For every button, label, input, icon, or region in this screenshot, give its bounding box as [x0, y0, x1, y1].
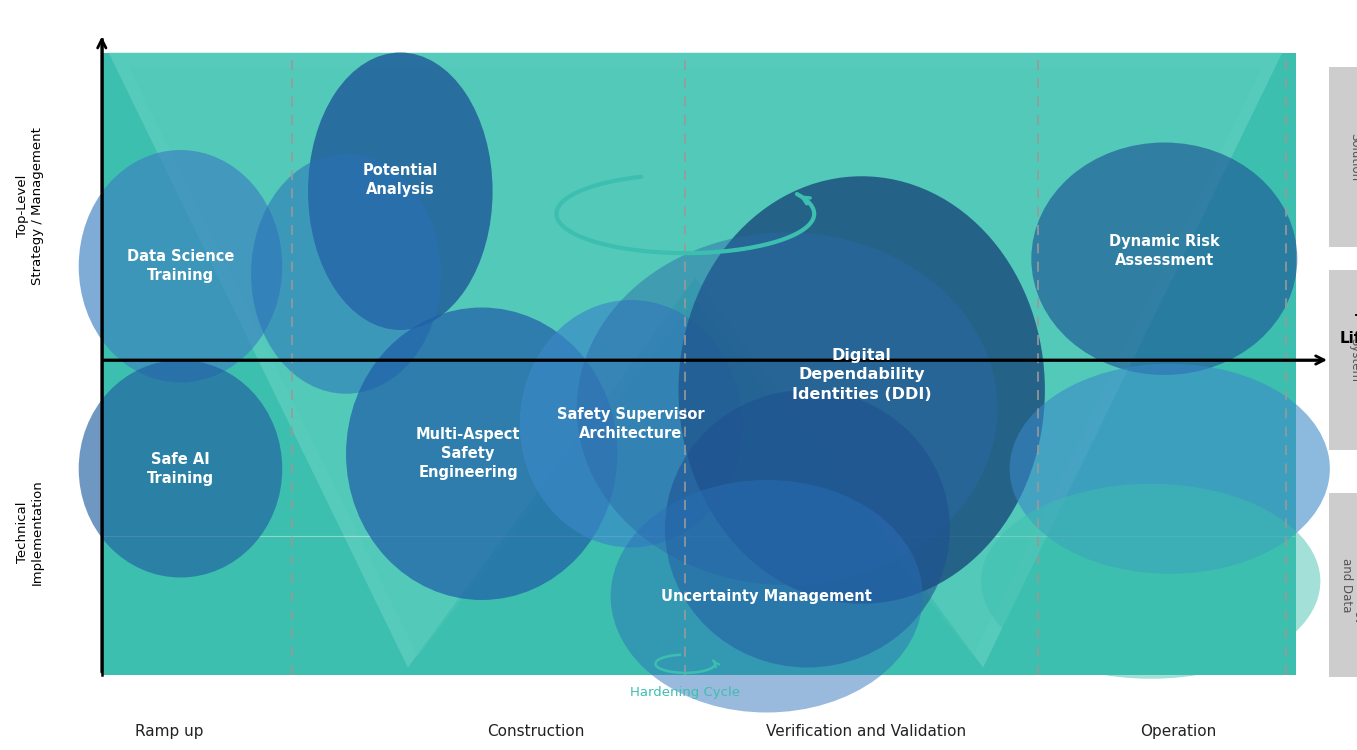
- Text: Hardening Cycle: Hardening Cycle: [630, 686, 741, 699]
- Text: Potential
Analysis: Potential Analysis: [362, 163, 438, 197]
- Text: Safe AI
Training: Safe AI Training: [147, 452, 214, 486]
- Ellipse shape: [678, 176, 1045, 604]
- Text: Data Science
Training: Data Science Training: [126, 249, 235, 284]
- Text: Multi-Aspect
Safety
Engineering: Multi-Aspect Safety Engineering: [415, 427, 521, 481]
- Ellipse shape: [1031, 142, 1297, 375]
- Text: Technical
Implementation: Technical Implementation: [16, 480, 43, 586]
- Text: Operation: Operation: [1140, 724, 1216, 739]
- Ellipse shape: [79, 360, 282, 578]
- Ellipse shape: [308, 53, 493, 330]
- Ellipse shape: [251, 154, 441, 394]
- Text: System: System: [1348, 338, 1357, 382]
- Text: Ramp up: Ramp up: [136, 724, 204, 739]
- Text: Dynamic Risk
Assessment: Dynamic Risk Assessment: [1109, 234, 1220, 268]
- Bar: [102, 53, 1296, 675]
- Text: Safety Supervisor
Architecture: Safety Supervisor Architecture: [558, 406, 704, 441]
- Ellipse shape: [346, 308, 617, 600]
- Ellipse shape: [981, 484, 1320, 679]
- Text: Time /
Life-Cycle: Time / Life-Cycle: [1339, 314, 1357, 346]
- Text: Top-Level
Strategy / Management: Top-Level Strategy / Management: [16, 128, 43, 285]
- Ellipse shape: [1010, 364, 1330, 574]
- Text: AI Technology
and Data: AI Technology and Data: [1341, 544, 1357, 626]
- Bar: [1329, 68, 1357, 248]
- Text: Digital
Dependability
Identities (DDI): Digital Dependability Identities (DDI): [792, 348, 931, 402]
- Bar: [1329, 494, 1357, 676]
- Bar: [1329, 270, 1357, 450]
- Text: Solution: Solution: [1348, 134, 1357, 182]
- Text: Verification and Validation: Verification and Validation: [765, 724, 966, 739]
- Polygon shape: [129, 68, 1262, 656]
- Ellipse shape: [577, 232, 997, 585]
- Ellipse shape: [611, 480, 923, 712]
- Ellipse shape: [665, 390, 950, 668]
- Text: Construction: Construction: [487, 724, 585, 739]
- Text: Uncertainty Management: Uncertainty Management: [661, 589, 873, 604]
- Polygon shape: [109, 53, 1282, 668]
- Ellipse shape: [520, 300, 742, 548]
- Ellipse shape: [79, 150, 282, 382]
